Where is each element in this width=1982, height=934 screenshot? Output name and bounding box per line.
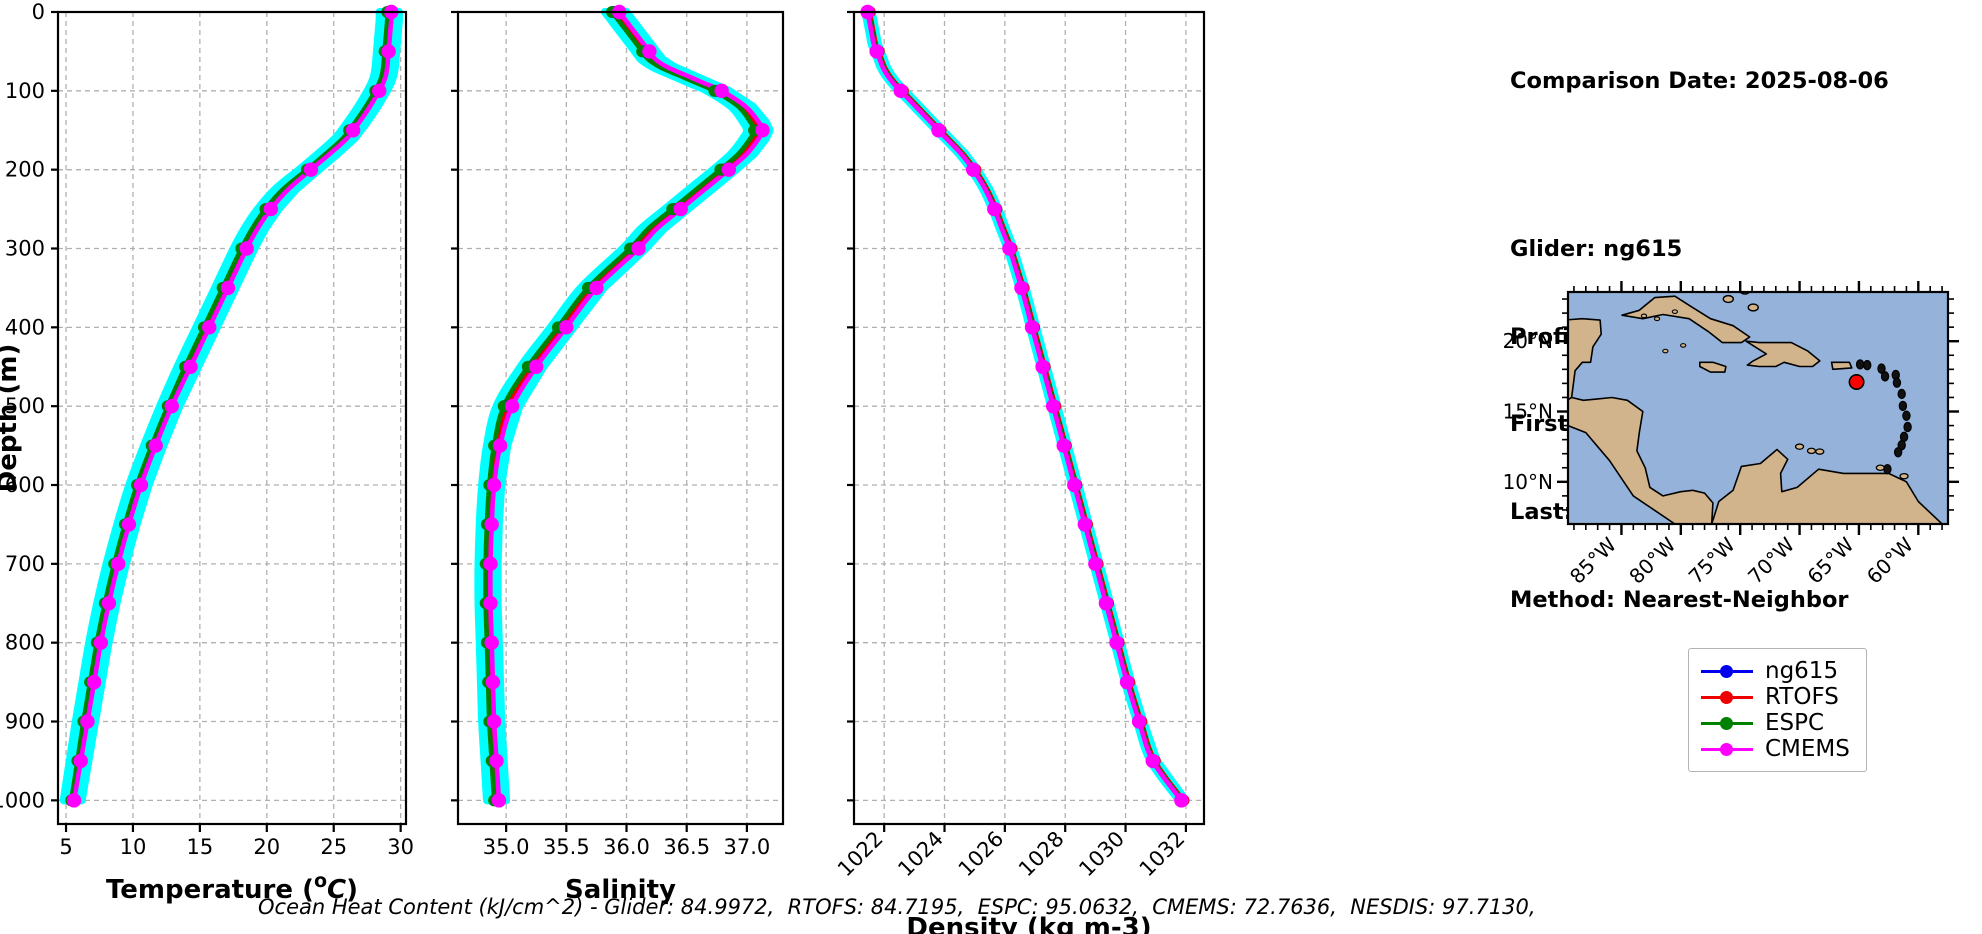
map-lon-tick-label: 70°W [1743,532,1799,588]
density-chart: 1022 1024 1026 1028 1030 1032 Density (kg m-3) [833,4,1206,934]
legend-swatch-icon [1701,739,1753,759]
legend-swatch-icon [1701,687,1753,707]
svg-text:10: 10 [120,835,147,859]
svg-text:200: 200 [5,158,45,182]
legend-label: RTOFS [1765,684,1839,710]
legend-dot-icon [1720,743,1733,756]
map-lat-tick-label: 15°N [1503,400,1553,424]
svg-text:5: 5 [59,835,72,859]
svg-text:800: 800 [5,631,45,655]
glider-line: Glider: ng615 [1510,235,1683,262]
legend-item-cmems[interactable]: CMEMS [1701,736,1850,762]
svg-text:1030: 1030 [1074,827,1129,882]
svg-text:35.5: 35.5 [543,835,590,859]
density-axis-title: Density (kg m-3) [906,913,1151,934]
svg-text:1026: 1026 [954,827,1009,882]
svg-text:500: 500 [5,394,45,418]
svg-text:1024: 1024 [893,827,948,882]
svg-text:0: 0 [32,0,45,24]
map-lon-tick-label: 75°W [1684,532,1740,588]
legend-label: CMEMS [1765,736,1850,762]
svg-text:900: 900 [5,710,45,734]
map-landmasses [1568,292,1948,524]
map-axis-ticks [1557,281,1959,535]
legend-item-rtofs[interactable]: RTOFS [1701,684,1850,710]
map-lon-tick-label: 60°W [1862,532,1918,588]
svg-text:1032: 1032 [1135,827,1190,882]
ocean-heat-content-caption: Ocean Heat Content (kJ/cm^2) - Glider: 8… [258,895,1536,919]
svg-text:15: 15 [187,835,214,859]
temperature-axis-title: Temperature (oC) [106,870,358,905]
svg-text:36.5: 36.5 [663,835,710,859]
density-panel: 1022 1024 1026 1028 1030 1032 Density (kg m-3) [810,0,1230,934]
comparison-date-line: Comparison Date: 2025-08-06 [1510,67,1889,94]
legend-dot-icon [1720,665,1733,678]
map-lon-tick-label: 80°W [1624,532,1680,588]
svg-text:36.0: 36.0 [603,835,650,859]
series-legend: ng615 RTOFS ESPC CMEMS [1688,648,1867,772]
legend-dot-icon [1720,717,1733,730]
legend-label: ESPC [1765,710,1825,736]
method-line: Method: Nearest-Neighbor [1510,586,1849,613]
legend-label: ng615 [1765,658,1839,684]
svg-text:37.0: 37.0 [724,835,771,859]
legend-item-espc[interactable]: ESPC [1701,710,1850,736]
salinity-axis-title: Salinity [565,875,676,905]
map-lat-tick-label: 10°N [1503,470,1553,494]
svg-text:25: 25 [320,835,347,859]
salinity-panel: 35.0 35.5 36.0 36.5 37.0 Salinity [430,0,830,905]
map-lon-tick-label: 85°W [1565,532,1621,588]
depth-axis-title: Depth (m) [0,344,23,493]
svg-text:1028: 1028 [1014,827,1069,882]
temperature-panel: 0 100 200 300 400 500 600 700 800 900 1000 5 10 15 20 2… [0,0,430,905]
legend-swatch-icon [1701,661,1753,681]
map-inset: 85°W 80°W 75°W 70°W 65°W 60°W 20°N 15°N 10°N [1500,280,1970,630]
svg-text:300: 300 [5,237,45,261]
svg-text:1000: 1000 [0,788,45,812]
svg-text:600: 600 [5,473,45,497]
svg-text:30: 30 [387,835,414,859]
salinity-chart: 35.0 35.5 36.0 36.5 37.0 Salinity [451,4,785,905]
caribbean-inset-map: 85°W 80°W 75°W 70°W 65°W 60°W 20°N 15°N 10°N [1503,281,1959,589]
info-spacer [1510,154,1889,176]
glider-location-marker[interactable] [1848,373,1865,390]
svg-text:700: 700 [5,552,45,576]
legend-swatch-icon [1701,713,1753,733]
svg-text:20: 20 [253,835,280,859]
map-lat-tick-label: 20°N [1503,329,1553,353]
legend-dot-icon [1720,691,1733,704]
svg-text:400: 400 [5,315,45,339]
temperature-chart: 0 100 200 300 400 500 600 700 800 900 1000 5 10 15 20 2… [0,0,414,905]
svg-text:100: 100 [5,79,45,103]
svg-text:1022: 1022 [833,827,888,882]
legend-item-ng615[interactable]: ng615 [1701,658,1850,684]
svg-text:35.0: 35.0 [483,835,530,859]
map-lon-tick-label: 65°W [1802,532,1858,588]
